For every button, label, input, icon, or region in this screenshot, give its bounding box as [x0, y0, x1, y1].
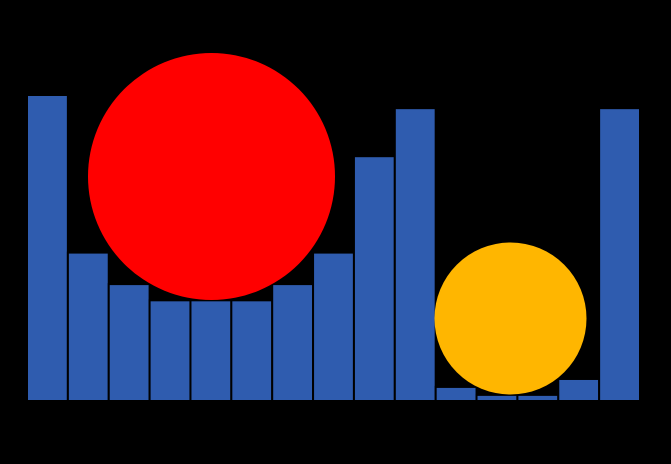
terrain-bar — [107, 283, 151, 402]
terrain-bar — [230, 299, 274, 402]
terrain-bar — [598, 107, 642, 402]
red-ball — [88, 53, 335, 300]
terrain-bar — [26, 94, 69, 402]
terrain-bar — [516, 393, 560, 403]
terrain-bar — [434, 385, 478, 403]
terrain-bars — [26, 94, 642, 403]
terrain-bar — [393, 107, 437, 402]
terrain-bar — [148, 299, 192, 402]
terrain-bar — [475, 393, 519, 403]
terrain-bar — [352, 155, 396, 402]
terrain-bar — [312, 251, 355, 402]
terrain-bar — [189, 299, 233, 402]
balls-layer — [88, 53, 587, 395]
terrain-bar — [557, 377, 601, 403]
terrain-bar — [66, 251, 110, 402]
yellow-ball — [434, 242, 587, 395]
terrain-bar — [271, 283, 315, 402]
